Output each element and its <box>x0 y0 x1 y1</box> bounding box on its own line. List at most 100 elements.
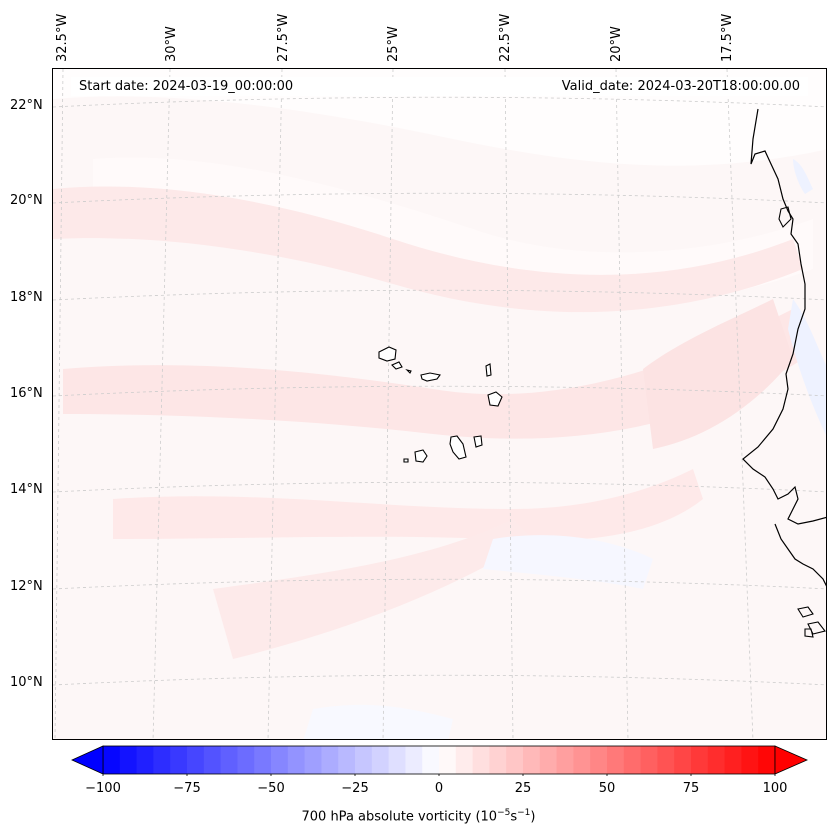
colorbar-segment <box>455 746 474 774</box>
colorbar-label-text: 700 hPa absolute vorticity (10 <box>301 809 498 825</box>
colorbar-segment <box>523 746 541 774</box>
valid-date-label: Valid_date: 2024-03-20T18:00:00.00 <box>561 79 800 94</box>
colorbar-extend-min <box>71 745 104 775</box>
lon-label-30w: 30°W <box>164 26 179 62</box>
colorbar-segment <box>573 746 591 774</box>
colorbar-segment <box>691 746 709 774</box>
date-strip <box>71 77 808 96</box>
colorbar-tick-100: 100 <box>762 781 788 796</box>
colorbar-segment <box>103 746 121 774</box>
colorbar-segment <box>271 746 289 774</box>
colorbar-segment <box>741 746 759 774</box>
colorbar-segment <box>203 746 222 774</box>
field-blue-patch-3 <box>793 159 813 194</box>
colorbar-segment <box>153 746 171 774</box>
map-panel[interactable] <box>52 68 827 740</box>
colorbar-tick-minus-100: −100 <box>85 781 121 796</box>
graticule <box>53 69 826 739</box>
colorbar-segment <box>170 746 188 774</box>
gridline-lon-17-5w <box>726 69 754 739</box>
colorbar-segment <box>136 746 154 774</box>
colorbar-segment <box>506 746 524 774</box>
gridline-lon-25w <box>382 69 394 739</box>
cape-verde-islands <box>378 346 503 463</box>
vorticity-field-map <box>53 69 826 739</box>
colorbar-segment <box>237 746 255 774</box>
start-date-label: Start date: 2024-03-19_00:00:00 <box>79 79 294 94</box>
colorbar-segment <box>321 746 339 774</box>
colorbar-segment <box>439 746 457 774</box>
gridline-lon-22-5w <box>504 69 514 739</box>
colorbar-label-close: ) <box>530 809 536 825</box>
colorbar-tick-25: 25 <box>514 781 532 796</box>
colorbar-segments <box>103 746 776 774</box>
colorbar-segment <box>657 746 675 774</box>
colorbar-tick-75: 75 <box>682 781 700 796</box>
colorbar-segment <box>707 746 726 774</box>
field-pink-band-4 <box>213 519 533 659</box>
colorbar-label: 700 hPa absolute vorticity (10−5s−1) <box>0 808 837 824</box>
gridline-lon-20w <box>615 69 629 739</box>
island-brava <box>403 458 409 463</box>
lat-label-10n: 10°N <box>10 675 43 690</box>
colorbar-tick-50: 50 <box>598 781 616 796</box>
colorbar-segment <box>371 746 390 774</box>
colorbar-segment <box>187 746 205 774</box>
colorbar <box>71 745 808 776</box>
colorbar-segment <box>220 746 238 774</box>
africa-coast-islets <box>797 606 826 638</box>
colorbar-segment <box>758 746 776 774</box>
colorbar-extend-max <box>774 745 808 775</box>
lon-label-22-5w: 22.5°W <box>498 13 513 62</box>
colorbar-segment <box>119 746 138 774</box>
island-fogo <box>414 449 428 463</box>
island-santo-antao <box>378 346 397 362</box>
lat-label-20n: 20°N <box>10 193 43 208</box>
africa-coastline-south <box>774 523 826 587</box>
island-santa-luzia <box>405 368 412 374</box>
field-blue-patch-4 <box>303 704 453 739</box>
gridline-lon-27-5w <box>267 69 283 739</box>
colorbar-segment <box>287 746 306 774</box>
island-sao-nicolau <box>420 372 441 382</box>
africa-coast-inlet <box>778 206 792 228</box>
colorbar-segment <box>405 746 423 774</box>
field-pink-band-3 <box>113 469 703 541</box>
lat-label-14n: 14°N <box>10 482 43 497</box>
colorbar-tick-0: 0 <box>434 781 444 796</box>
gridline-lon-32-5w <box>54 69 64 739</box>
island-sao-vicente <box>391 361 403 370</box>
island-santiago <box>449 435 467 460</box>
colorbar-segment <box>388 746 406 774</box>
lon-label-17-5w: 17.5°W <box>720 13 735 62</box>
colorbar-segment <box>355 746 373 774</box>
field-pink-band-2 <box>63 309 803 439</box>
lat-label-16n: 16°N <box>10 386 43 401</box>
colorbar-tick-minus-50: −50 <box>257 781 285 796</box>
colorbar-segment <box>338 746 356 774</box>
africa-coastline <box>742 108 826 525</box>
colorbar-segment <box>640 746 658 774</box>
colorbar-segment <box>556 746 574 774</box>
colorbar-segment <box>489 746 507 774</box>
colorbar-segment <box>472 746 490 774</box>
colorbar-tickmarks <box>102 774 776 776</box>
colorbar-segment <box>674 746 692 774</box>
colorbar-segment <box>623 746 642 774</box>
lat-label-18n: 18°N <box>10 290 43 305</box>
island-boa-vista <box>487 391 503 407</box>
field-pale-band-mid <box>93 157 813 306</box>
colorbar-segment <box>607 746 625 774</box>
colorbar-segment <box>724 746 742 774</box>
lon-label-25w: 25°W <box>386 26 401 62</box>
lon-label-32-5w: 32.5°W <box>55 13 70 62</box>
colorbar-label-unit: s <box>510 809 518 825</box>
lon-label-27-5w: 27.5°W <box>276 13 291 62</box>
field-pink-band-1 <box>53 186 803 313</box>
colorbar-segment <box>590 746 608 774</box>
island-maio <box>473 435 483 448</box>
gridline-lon-30w <box>152 69 171 739</box>
lat-label-22n: 22°N <box>10 98 43 113</box>
colorbar-segment <box>422 746 440 774</box>
colorbar-segment <box>304 746 322 774</box>
